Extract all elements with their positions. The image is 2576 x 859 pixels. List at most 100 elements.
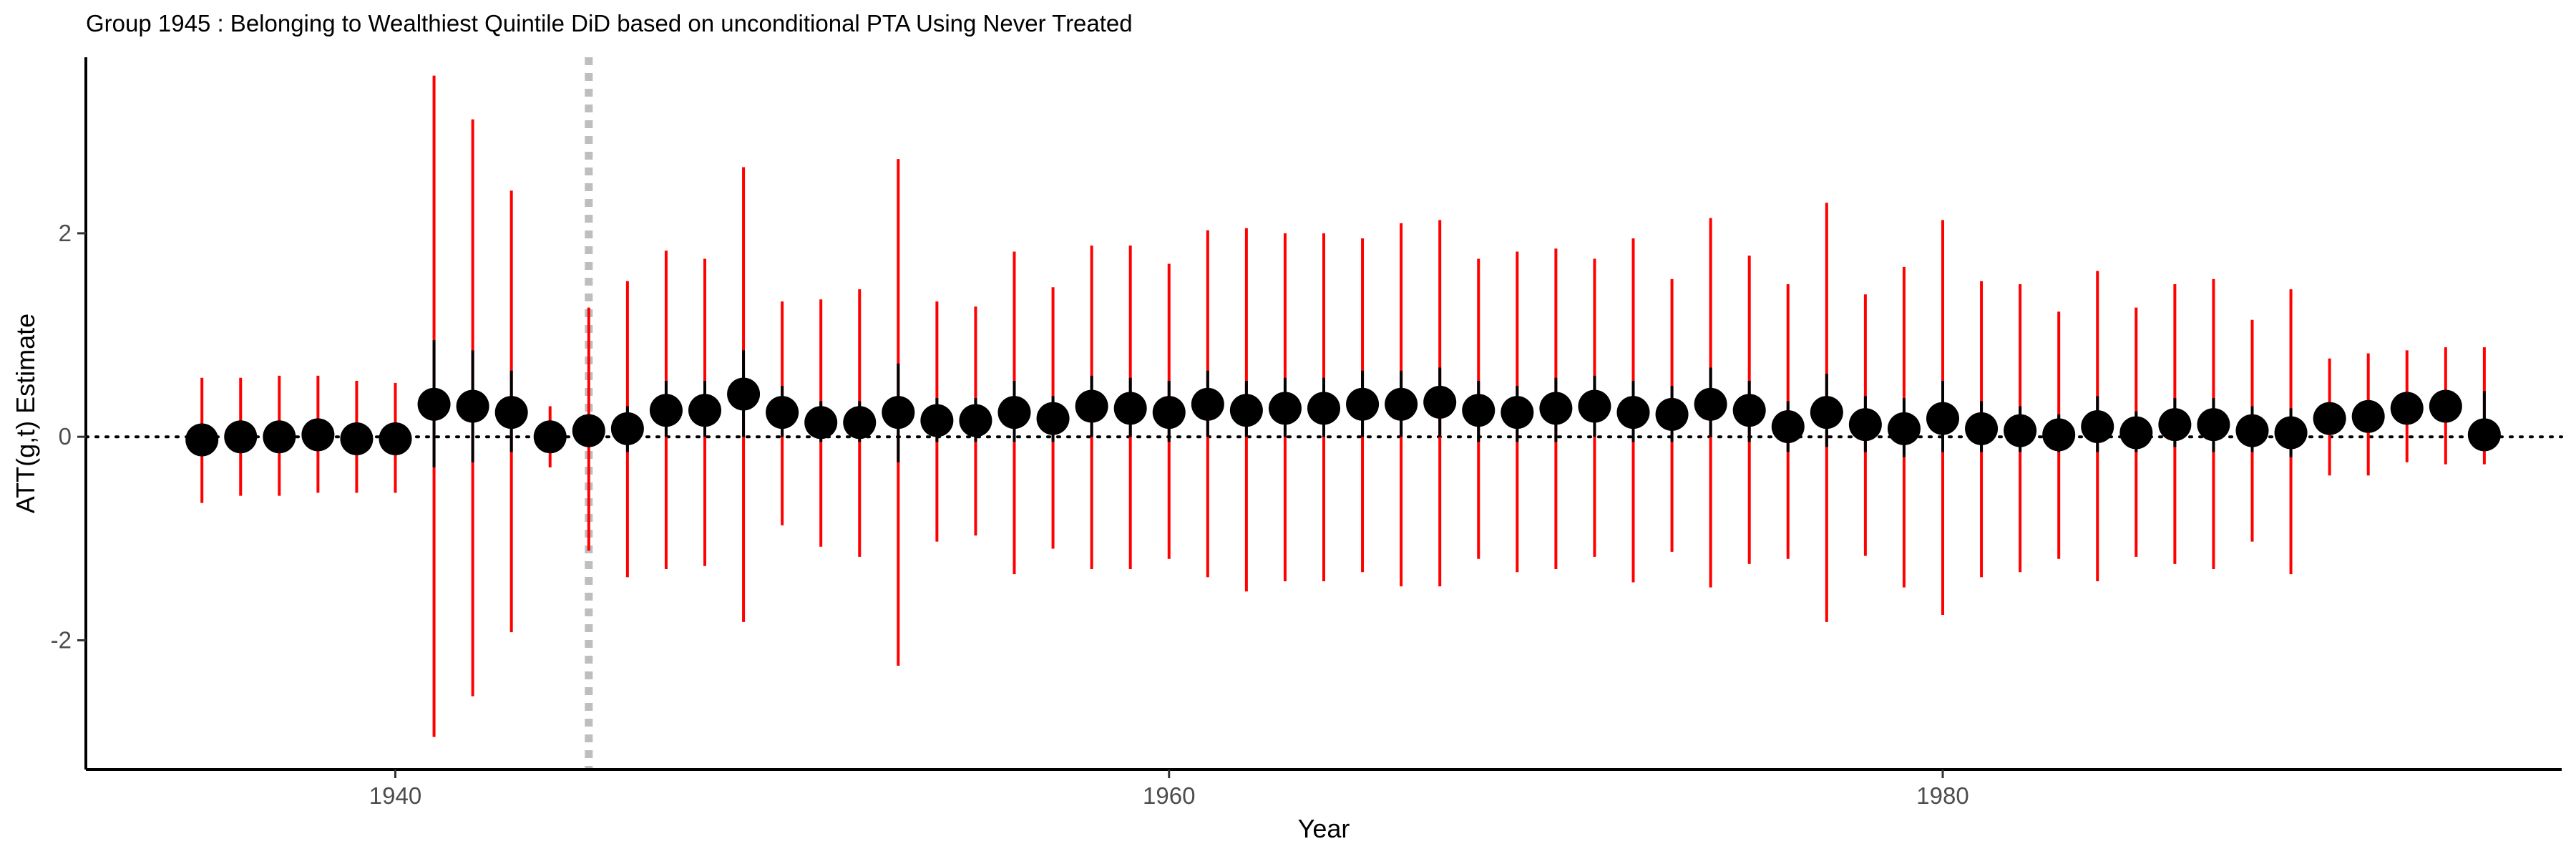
estimate-group-1988	[2235, 319, 2269, 542]
chart-title: Group 1945 : Belonging to Wealthiest Qui…	[86, 10, 1133, 37]
x-tick-label-1960: 1960	[1143, 782, 1195, 809]
point-estimate-1944	[533, 420, 567, 454]
point-estimate-1975	[1732, 394, 1766, 427]
point-estimate-1991	[2351, 399, 2385, 433]
estimate-group-1972	[1616, 238, 1650, 583]
estimate-group-1978	[1848, 294, 1882, 556]
point-estimate-1992	[2390, 392, 2424, 425]
estimate-group-1980	[1926, 220, 1959, 615]
estimate-group-1969	[1501, 251, 1534, 573]
estimate-group-1953	[882, 159, 915, 666]
point-estimate-1994	[2467, 418, 2501, 452]
point-estimate-1942	[456, 389, 489, 423]
point-estimate-1953	[882, 396, 915, 430]
point-estimate-1935	[185, 423, 219, 457]
point-estimate-1976	[1771, 409, 1805, 443]
estimate-group-1952	[843, 289, 877, 557]
estimate-group-1964	[1307, 233, 1340, 582]
estimate-group-1945	[572, 307, 605, 551]
estimate-group-1948	[688, 258, 721, 566]
estimate-group-1940	[379, 382, 412, 493]
axes-layer: 1940 1960 1980 -2 0 2 Year ATT(g,t) Estimate	[11, 57, 2562, 843]
estimate-group-1971	[1578, 258, 1611, 557]
point-estimate-1986	[2158, 408, 2192, 442]
point-estimate-1945	[572, 414, 605, 447]
estimate-group-1982	[2004, 283, 2037, 573]
estimate-group-1965	[1346, 238, 1380, 573]
estimate-group-1970	[1539, 248, 1573, 569]
point-estimate-1990	[2313, 402, 2346, 435]
estimate-group-1956	[997, 251, 1031, 575]
point-estimate-1943	[494, 396, 528, 430]
point-estimate-1952	[843, 406, 877, 440]
estimate-group-1966	[1385, 223, 1418, 587]
x-tick-label-1980: 1980	[1916, 782, 1968, 809]
point-estimate-1989	[2274, 416, 2308, 450]
estimate-group-1957	[1036, 287, 1070, 549]
point-estimate-1978	[1848, 408, 1882, 442]
estimate-group-1968	[1462, 258, 1496, 559]
point-estimate-1940	[379, 422, 412, 456]
estimate-group-1963	[1268, 233, 1302, 582]
estimate-group-1989	[2274, 289, 2308, 575]
estimate-group-1990	[2313, 358, 2346, 476]
y-tick-label--2: -2	[51, 626, 72, 653]
estimate-group-1962	[1229, 228, 1263, 592]
point-estimate-1963	[1268, 392, 1302, 425]
estimate-group-1974	[1694, 218, 1727, 588]
estimate-group-1992	[2390, 350, 2424, 462]
estimate-group-1967	[1423, 220, 1457, 587]
point-estimate-1983	[2042, 418, 2076, 452]
estimate-group-1975	[1732, 256, 1766, 564]
point-estimate-1970	[1539, 392, 1573, 425]
estimate-group-1991	[2351, 353, 2385, 476]
point-estimate-1955	[959, 404, 992, 437]
point-estimate-1981	[1965, 412, 1999, 445]
estimate-group-1946	[610, 281, 644, 578]
point-estimate-1957	[1036, 402, 1070, 435]
estimate-group-1987	[2197, 278, 2230, 569]
y-tick-label-2: 2	[59, 220, 72, 246]
point-estimate-1941	[417, 387, 451, 421]
point-estimate-1951	[804, 406, 838, 440]
point-estimate-1971	[1578, 389, 1611, 423]
estimate-group-1979	[1887, 266, 1921, 588]
point-estimate-1954	[920, 404, 954, 437]
point-estimate-1979	[1887, 412, 1921, 445]
estimate-group-1935	[185, 377, 219, 503]
estimate-group-1973	[1655, 278, 1689, 552]
point-estimate-1977	[1810, 396, 1843, 430]
point-estimate-1936	[224, 420, 258, 454]
estimate-group-1936	[224, 377, 258, 496]
estimate-group-1977	[1810, 203, 1843, 622]
x-tick-label-1940: 1940	[369, 782, 421, 809]
point-estimate-1966	[1385, 387, 1418, 421]
estimate-group-1986	[2158, 283, 2192, 564]
point-estimate-1988	[2235, 414, 2269, 447]
point-estimate-1939	[340, 422, 374, 456]
point-estimate-1964	[1307, 392, 1340, 425]
point-estimate-1937	[263, 420, 296, 454]
point-estimate-1969	[1501, 396, 1534, 430]
point-estimate-1962	[1229, 394, 1263, 427]
point-estimate-1967	[1423, 385, 1457, 419]
point-estimate-1993	[2429, 389, 2462, 423]
estimate-group-1950	[766, 301, 799, 525]
y-tick-label-0: 0	[59, 423, 72, 450]
point-estimate-1968	[1462, 394, 1496, 427]
y-axis-title: ATT(g,t) Estimate	[11, 314, 40, 513]
point-estimate-1959	[1113, 392, 1147, 425]
point-estimate-1946	[610, 412, 644, 445]
point-estimate-1938	[301, 418, 335, 452]
estimate-group-1937	[263, 375, 296, 496]
point-estimate-1948	[688, 394, 721, 427]
point-estimate-1950	[766, 396, 799, 430]
estimate-group-1939	[340, 381, 374, 493]
point-estimate-1980	[1926, 402, 1959, 435]
estimate-group-1943	[494, 190, 528, 633]
estimate-group-1993	[2429, 347, 2462, 465]
estimate-group-1951	[804, 299, 838, 547]
point-estimate-1965	[1346, 387, 1380, 421]
point-estimate-1972	[1616, 396, 1650, 430]
